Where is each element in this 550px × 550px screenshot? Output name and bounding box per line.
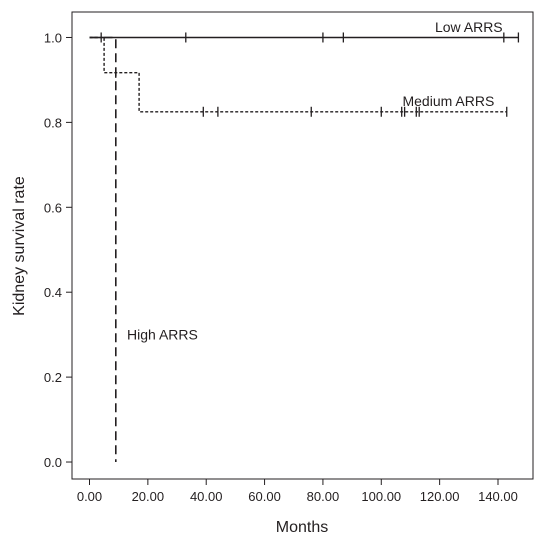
y-axis: 0.0 0.2 0.4 0.6 0.8 1.0 bbox=[44, 30, 72, 470]
x-tick-label: 140.00 bbox=[478, 489, 518, 504]
x-tick-label: 60.00 bbox=[248, 489, 281, 504]
high-arrs-label: High ARRS bbox=[127, 327, 198, 343]
series-labels: High ARRS Medium ARRS Low ARRS bbox=[127, 19, 503, 343]
x-tick-label: 80.00 bbox=[307, 489, 340, 504]
y-tick-label: 0.4 bbox=[44, 285, 62, 300]
medium-arrs-label: Medium ARRS bbox=[402, 93, 494, 109]
x-tick-label: 120.00 bbox=[420, 489, 460, 504]
y-axis-title: Kidney survival rate bbox=[11, 176, 28, 316]
low-arrs-label: Low ARRS bbox=[435, 19, 503, 35]
y-tick-label: 1.0 bbox=[44, 30, 62, 45]
y-tick-label: 0.8 bbox=[44, 115, 62, 130]
x-axis-title: Months bbox=[276, 519, 328, 536]
y-tick-label: 0.2 bbox=[44, 370, 62, 385]
x-tick-label: 20.00 bbox=[132, 489, 165, 504]
y-tick-label: 0.0 bbox=[44, 455, 62, 470]
x-tick-label: 0.00 bbox=[77, 489, 102, 504]
high-arrs-survival-line bbox=[89, 36, 117, 462]
y-tick-label: 0.6 bbox=[44, 200, 62, 215]
series-layer bbox=[89, 32, 520, 462]
x-tick-label: 40.00 bbox=[190, 489, 223, 504]
plot-frame bbox=[71, 11, 534, 480]
x-tick-label: 100.00 bbox=[361, 489, 401, 504]
x-axis: 0.00 20.00 40.00 60.00 80.00 100.00 120.00 140.… bbox=[77, 479, 518, 504]
